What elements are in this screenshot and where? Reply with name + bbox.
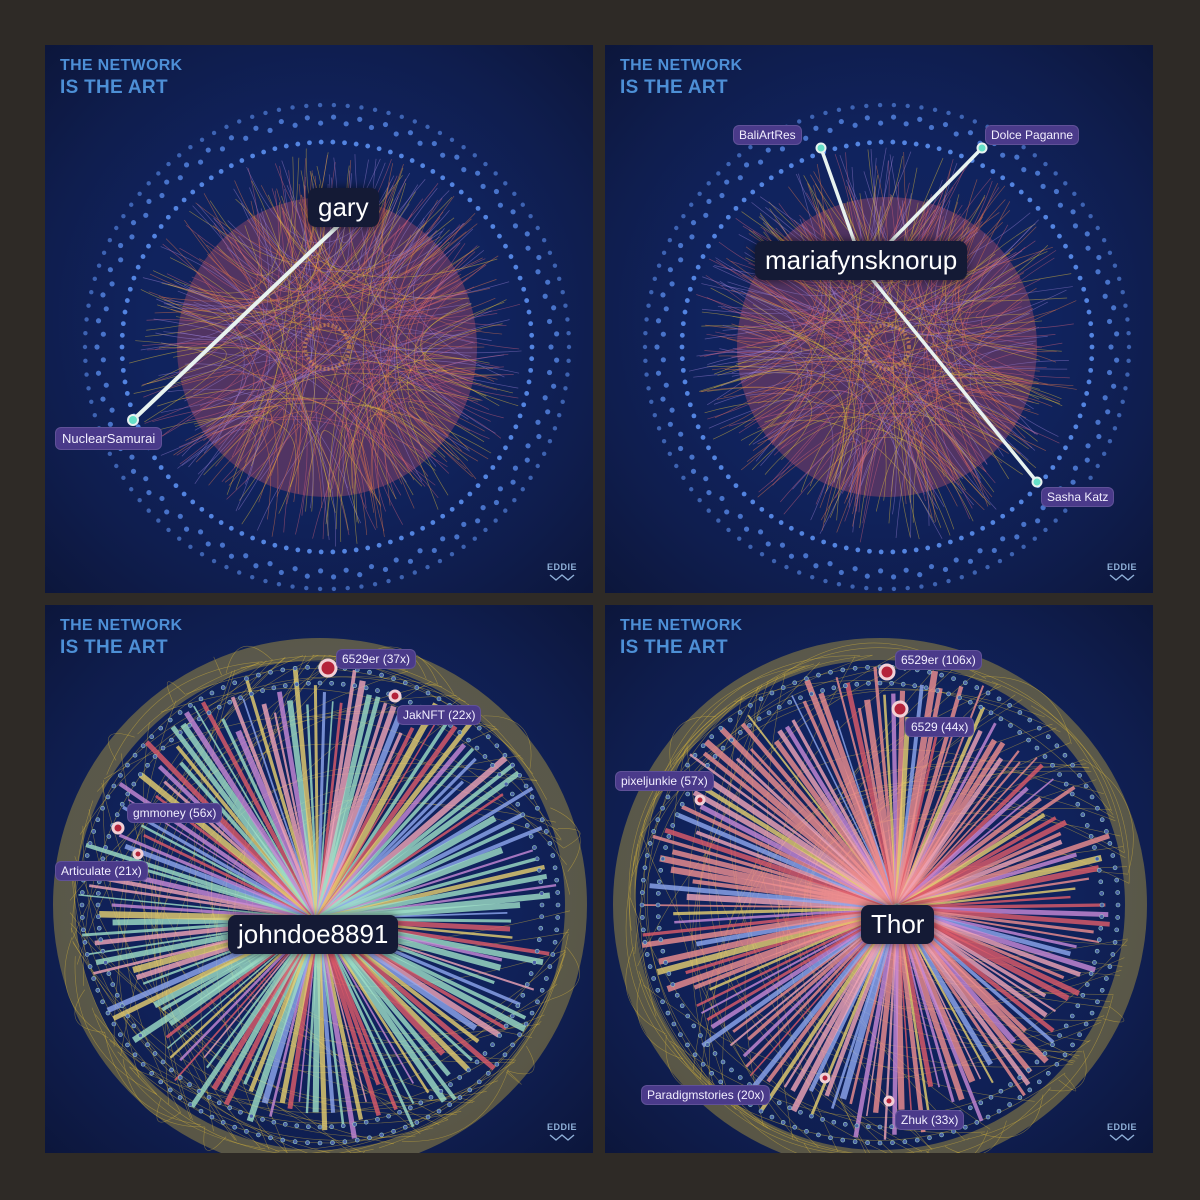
brand-title: THE NETWORK IS THE ART	[60, 617, 183, 658]
highlight-edge	[131, 220, 344, 422]
signature-mark-icon	[549, 574, 575, 581]
brand-title: THE NETWORK IS THE ART	[620, 57, 743, 98]
focus-label: johndoe8891	[228, 915, 399, 954]
signature: EDDIE	[545, 1122, 579, 1141]
node-tag: Dolce Paganne	[985, 125, 1080, 145]
signature-mark-icon	[549, 1134, 575, 1141]
highlight-edge	[862, 267, 1039, 484]
node-nuclearsamurai	[127, 414, 139, 426]
node-tag: NuclearSamurai	[55, 427, 163, 450]
node-tag: Articulate (21x)	[55, 861, 148, 881]
signature: EDDIE	[1105, 562, 1139, 581]
node-tag: Zhuk (33x)	[895, 1110, 965, 1130]
panel-johndoe8891: THE NETWORK IS THE ART johndoe8891 6529e…	[45, 605, 593, 1153]
node-tag: Sasha Katz	[1041, 487, 1115, 507]
signature: EDDIE	[1105, 1122, 1139, 1141]
brand-line1: THE NETWORK	[620, 57, 743, 74]
signature-text: EDDIE	[546, 1122, 577, 1132]
signature-mark-icon	[1109, 574, 1135, 581]
node-tag: gmmoney (56x)	[127, 803, 223, 823]
focus-label: Thor	[861, 905, 935, 944]
brand-title: THE NETWORK IS THE ART	[620, 617, 743, 658]
network-graph	[82, 102, 572, 592]
signature: EDDIE	[545, 562, 579, 581]
node-tag: pixeljunkie (57x)	[615, 771, 714, 791]
brand-line2: IS THE ART	[60, 637, 168, 658]
panel-thor: THE NETWORK IS THE ART Thor 6529er (106x…	[605, 605, 1153, 1153]
panel-gary: THE NETWORK IS THE ART gary NuclearSamur…	[45, 45, 593, 593]
brand-line1: THE NETWORK	[620, 617, 743, 634]
brand-line2: IS THE ART	[620, 637, 728, 658]
network-graph	[613, 638, 1147, 1153]
signature-text: EDDIE	[546, 562, 577, 572]
brand-line2: IS THE ART	[60, 77, 168, 98]
brand-line2: IS THE ART	[620, 77, 728, 98]
node-tag: 6529er (37x)	[336, 649, 417, 669]
node-tag: 6529 (44x)	[905, 717, 975, 737]
node-tag: BaliArtRes	[733, 125, 802, 145]
node-tag: JakNFT (22x)	[397, 705, 482, 725]
signature-text: EDDIE	[1106, 1122, 1137, 1132]
brand-line1: THE NETWORK	[60, 57, 183, 74]
panel-mariafynsknorup: THE NETWORK IS THE ART mariafynsknorup B…	[605, 45, 1153, 593]
signature-mark-icon	[1109, 1134, 1135, 1141]
signature-text: EDDIE	[1106, 562, 1137, 572]
focus-label: gary	[308, 188, 379, 227]
node-tag: 6529er (106x)	[895, 650, 982, 670]
focus-label: mariafynsknorup	[755, 241, 968, 280]
brand-line1: THE NETWORK	[60, 617, 183, 634]
node-tag: Paradigmstories (20x)	[641, 1085, 771, 1105]
brand-title: THE NETWORK IS THE ART	[60, 57, 183, 98]
